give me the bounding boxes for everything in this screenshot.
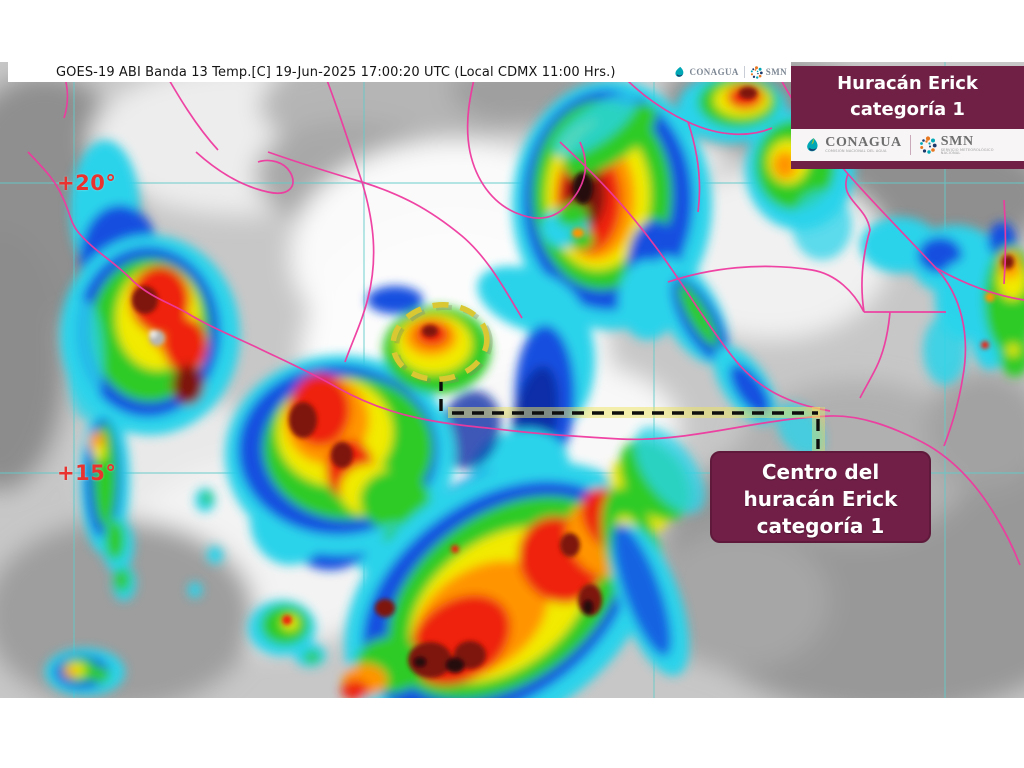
conagua-logo-icon: [675, 66, 684, 77]
boundary-lines: [27, 62, 1024, 566]
header-bar: GOES-19 ABI Banda 13 Temp.[C] 19-Jun-202…: [8, 62, 791, 82]
smn-mini-logo: SMN: [750, 65, 787, 79]
storm-category: categoría 1: [850, 99, 965, 120]
hurricane-center-marker: [390, 302, 825, 451]
smn-logo-icon: [750, 65, 763, 79]
latitude-label-15: +15°: [57, 461, 117, 485]
hurricane-center-callout: Centro del huracán Erick categoría 1: [710, 451, 931, 543]
latitude-label-20: +20°: [57, 171, 117, 195]
storm-banner-title: Huracán Erick categoría 1: [791, 66, 1024, 129]
banner-bottom-bar: [791, 161, 1024, 169]
conagua-logo-block: CONAGUA COMISIÓN NACIONAL DEL AGUA: [804, 136, 902, 154]
conagua-wordmark: CONAGUA: [825, 135, 902, 151]
callout-line-2: huracán Erick: [743, 487, 898, 511]
smn-logo-icon: [919, 136, 937, 154]
logo-divider: [743, 66, 745, 78]
conagua-subtitle: COMISIÓN NACIONAL DEL AGUA: [825, 149, 887, 154]
callout-line-1: Centro del: [761, 460, 880, 484]
conagua-logo-icon: [807, 137, 818, 151]
cloud-core-layer: [132, 87, 1014, 678]
smn-subtitle: SERVICIO METEOROLÓGICO NACIONAL: [940, 147, 994, 155]
storm-banner: Huracán Erick categoría 1 CONAGUA COMISI…: [791, 66, 1024, 169]
smn-logo-block: SMN SERVICIO METEOROLÓGICO NACIONAL: [919, 133, 1011, 156]
logo-divider: [909, 135, 911, 155]
conagua-mini-logo: CONAGUA: [673, 66, 738, 79]
storm-banner-logos: CONAGUA COMISIÓN NACIONAL DEL AGUA SMN S…: [791, 129, 1024, 161]
image-title: GOES-19 ABI Banda 13 Temp.[C] 19-Jun-202…: [56, 64, 616, 80]
storm-name: Huracán Erick: [837, 73, 978, 94]
header-logos: CONAGUA SMN: [673, 65, 791, 79]
callout-line-3: categoría 1: [756, 514, 885, 538]
smn-wordmark: SMN: [940, 133, 974, 149]
